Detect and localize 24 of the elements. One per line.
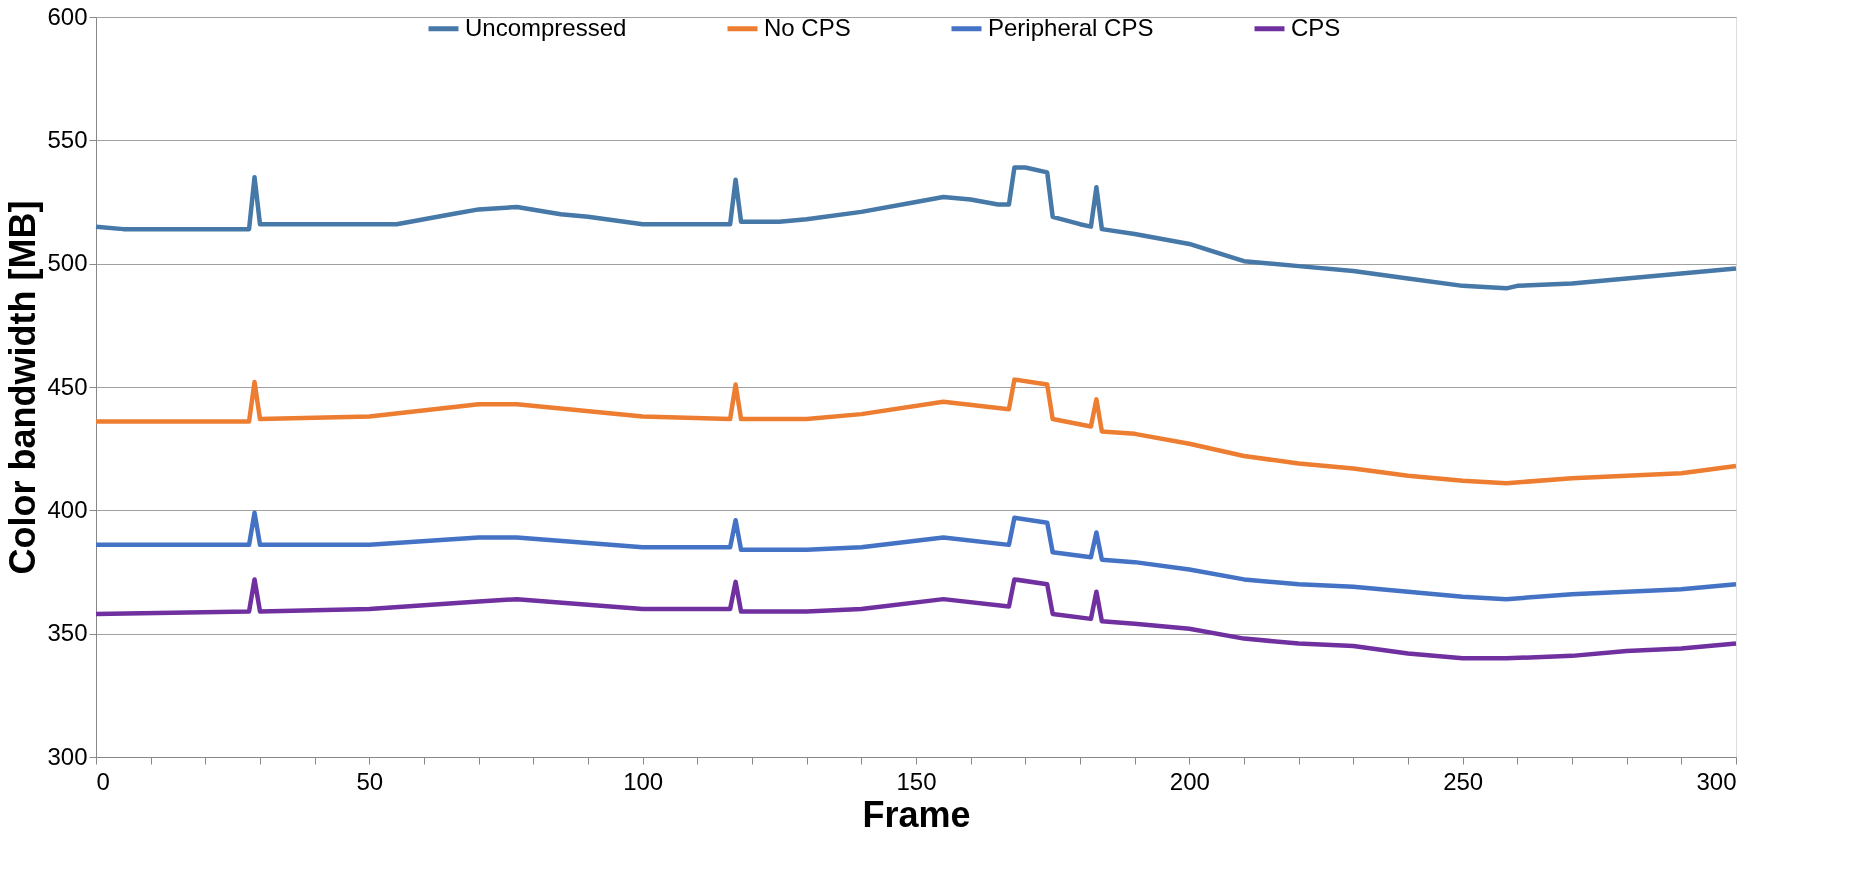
y-tick-label: 500 bbox=[47, 249, 88, 277]
line-series bbox=[93, 165, 1739, 291]
x-tick-label: 300 bbox=[1696, 767, 1737, 795]
y-tick-label: 450 bbox=[47, 372, 88, 400]
y-tick-label: 350 bbox=[47, 619, 88, 647]
x-tick-label: 100 bbox=[623, 767, 664, 795]
x-tick-label: 0 bbox=[96, 767, 110, 795]
line-series bbox=[93, 577, 1739, 661]
legend-label: Peripheral CPS bbox=[988, 13, 1154, 41]
x-tick-label: 200 bbox=[1169, 767, 1210, 795]
y-tick-label: 300 bbox=[47, 742, 88, 770]
y-tick-label: 550 bbox=[47, 125, 88, 153]
x-tick-label: 250 bbox=[1443, 767, 1484, 795]
x-axis-title: Frame bbox=[862, 793, 971, 835]
line-series bbox=[93, 510, 1739, 602]
line-series bbox=[93, 377, 1739, 486]
y-axis-title: Color bandwidth [MB] bbox=[2, 200, 44, 575]
x-tick-label: 150 bbox=[896, 767, 937, 795]
y-tick-label: 400 bbox=[47, 495, 88, 523]
x-tick-label: 50 bbox=[356, 767, 384, 795]
legend-label: CPS bbox=[1291, 13, 1341, 41]
legend-label: Uncompressed bbox=[465, 13, 627, 41]
y-tick-label: 600 bbox=[47, 2, 88, 30]
legend-label: No CPS bbox=[764, 13, 851, 41]
